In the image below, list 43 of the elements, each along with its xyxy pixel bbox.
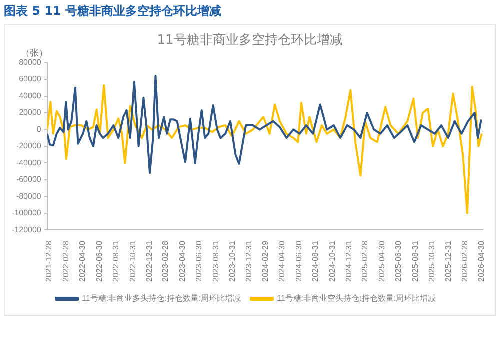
y-tick-label: 60000 <box>19 74 42 84</box>
x-tick-label: 2022-04-30 <box>78 240 88 282</box>
x-tick-label: 2026-02-28 <box>460 240 470 282</box>
x-tick-label: 2026-04-30 <box>476 240 486 282</box>
x-tick-label: 2025-02-28 <box>360 240 370 282</box>
y-axis-title: （张） <box>21 48 48 59</box>
x-tick-label: 2023-12-31 <box>244 240 254 282</box>
y-tick-label: -40000 <box>16 158 42 168</box>
x-tick-label: 2024-06-30 <box>294 240 304 282</box>
legend-label: 11号糖:非商业多头持仓:持仓数量:周环比增减 <box>82 294 242 304</box>
y-tick-label: -20000 <box>16 142 42 151</box>
x-tick-label: 2023-08-31 <box>211 240 220 282</box>
x-tick-label: 2023-06-30 <box>194 240 204 282</box>
x-tick-label: 2024-10-31 <box>328 240 337 282</box>
x-tick-label: 2023-02-28 <box>161 240 170 282</box>
y-tick-label: 40000 <box>19 91 42 100</box>
y-tick-label: 0 <box>36 124 42 134</box>
x-tick-label: 2021-12-28 <box>44 240 54 282</box>
x-tick-label: 2023-04-30 <box>178 240 187 282</box>
x-tick-label: 2023-10-31 <box>228 240 237 282</box>
chart-subtitle: 11号糖非商业多空持仓环比增减 <box>156 32 344 49</box>
x-tick-label: 2024-12-31 <box>344 240 354 282</box>
x-tick-label: 2025-04-30 <box>377 240 386 282</box>
y-tick-label: -80000 <box>16 192 42 201</box>
x-tick-label: 2022-02-28 <box>61 240 70 282</box>
x-tick-label: 2024-02-29 <box>261 240 270 282</box>
x-tick-label: 2022-12-31 <box>145 240 154 282</box>
x-tick-label: 2025-12-31 <box>444 240 454 282</box>
x-tick-label: 2025-08-31 <box>410 240 420 282</box>
x-tick-label: 2024-08-31 <box>311 240 320 282</box>
y-tick-label: -60000 <box>16 175 42 184</box>
x-tick-label: 2022-06-30 <box>94 240 104 282</box>
legend-label: 11号糖:非商业空头持仓:持仓数量:周环比增减 <box>277 294 436 304</box>
y-tick-label: -100000 <box>12 208 42 218</box>
x-tick-label: 2025-06-30 <box>394 240 403 282</box>
x-tick-label: 2022-10-31 <box>128 240 138 282</box>
x-tick-label: 2025-10-31 <box>428 240 437 282</box>
y-tick-label: 20000 <box>19 108 42 118</box>
y-tick-label: -120000 <box>12 225 42 234</box>
chart-title: 图表 5 11 号糖非商业多空持仓环比增减 <box>3 3 223 20</box>
x-tick-label: 2022-08-31 <box>112 240 121 282</box>
x-tick-label: 2024-04-30 <box>278 240 287 282</box>
y-tick-label: 80000 <box>19 58 42 68</box>
